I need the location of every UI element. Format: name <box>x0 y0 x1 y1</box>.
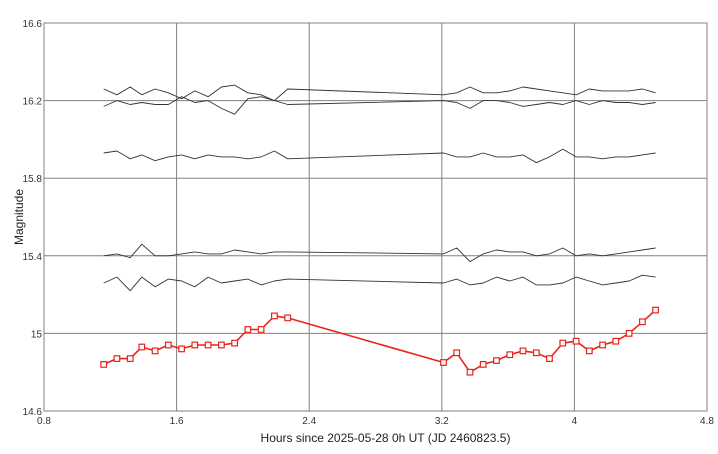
target-data-point <box>506 351 514 359</box>
target-data-point <box>204 341 212 349</box>
y-tick-label: 16.2 <box>23 97 43 108</box>
target-data-point <box>625 330 633 337</box>
target-data-point <box>151 347 159 355</box>
target-data-point <box>178 345 186 353</box>
target-data-point <box>466 368 474 376</box>
x-tick-label: 4.8 <box>700 416 714 427</box>
target-data-point <box>559 339 567 347</box>
grid-layer <box>44 23 707 411</box>
target-data-point <box>652 306 659 314</box>
x-tick-label: 0.8 <box>37 416 51 427</box>
comparison-star-line <box>103 148 656 164</box>
comparison-star-line <box>103 84 656 102</box>
target-data-point <box>231 339 239 347</box>
x-tick-label: 4 <box>572 416 578 427</box>
target-data-point <box>493 357 500 364</box>
target-data-point <box>284 314 292 322</box>
y-tick-label: 16.6 <box>23 19 43 30</box>
target-data-point <box>479 361 487 368</box>
target-data-point <box>100 361 108 368</box>
target-data-point <box>164 341 172 349</box>
target-data-point <box>585 347 593 355</box>
plot-frame-layer <box>43 22 708 412</box>
y-tick-label: 15.4 <box>23 252 43 263</box>
target-data-point <box>191 341 199 349</box>
x-tick-label: 1.6 <box>170 416 184 427</box>
comparison-star-line <box>103 274 656 292</box>
y-tick-label: 15.8 <box>23 174 43 185</box>
plot-frame <box>43 22 708 412</box>
target-data-point <box>612 337 620 345</box>
target-data-point <box>638 318 646 326</box>
target-data-point <box>546 355 553 362</box>
target-data-point <box>244 326 252 333</box>
target-data-point <box>453 349 461 357</box>
tick-label-layer: 0.8 1.6 2.4 3.2 4 4.8 14.6 15 15.4 15.8 16.2 16.6 <box>23 19 715 427</box>
target-data-point <box>519 347 527 355</box>
series-layer <box>100 84 659 376</box>
target-data-point <box>126 355 134 362</box>
target-data-point <box>218 341 225 349</box>
y-axis-label: Magnitude <box>12 189 26 245</box>
target-data-point <box>138 343 146 351</box>
target-data-point <box>440 359 447 366</box>
target-data-point <box>572 337 580 345</box>
comparison-star-line <box>103 243 656 263</box>
x-axis-label: Hours since 2025-05-28 0h UT (JD 2460823… <box>261 431 511 445</box>
target-data-point <box>271 312 278 320</box>
target-data-point <box>257 326 265 333</box>
y-tick-label: 14.6 <box>23 407 43 418</box>
target-data-point <box>113 355 121 362</box>
x-tick-label: 3.2 <box>435 416 449 427</box>
target-data-point <box>532 349 540 357</box>
comparison-star-line <box>103 96 656 115</box>
x-tick-label: 2.4 <box>302 416 316 427</box>
target-data-point <box>599 341 606 349</box>
y-tick-label: 15 <box>31 329 43 340</box>
